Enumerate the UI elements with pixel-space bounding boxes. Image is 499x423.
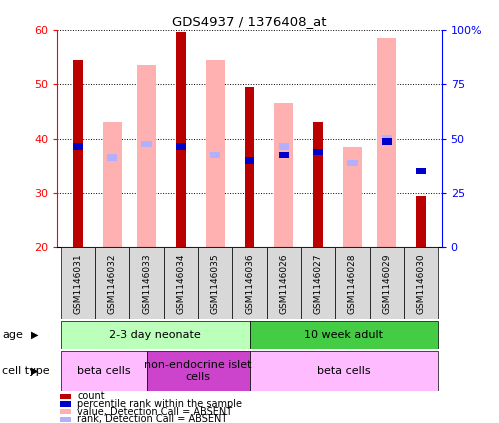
Text: GSM1146028: GSM1146028 <box>348 253 357 314</box>
Bar <box>176 143 186 150</box>
Bar <box>278 143 289 150</box>
Bar <box>176 32 186 247</box>
Text: non-endocrine islet
cells: non-endocrine islet cells <box>144 360 252 382</box>
Text: percentile rank within the sample: percentile rank within the sample <box>77 399 243 409</box>
Bar <box>245 87 254 247</box>
Bar <box>107 154 117 161</box>
Bar <box>103 122 122 247</box>
FancyBboxPatch shape <box>250 351 438 391</box>
Bar <box>141 141 152 147</box>
Bar <box>73 60 83 247</box>
FancyBboxPatch shape <box>61 321 250 349</box>
Text: GSM1146034: GSM1146034 <box>176 253 186 314</box>
Text: GSM1146030: GSM1146030 <box>417 253 426 314</box>
FancyBboxPatch shape <box>198 247 233 319</box>
Text: 2-3 day neonate: 2-3 day neonate <box>109 330 201 340</box>
FancyBboxPatch shape <box>95 247 129 319</box>
Bar <box>347 160 358 166</box>
FancyBboxPatch shape <box>301 247 335 319</box>
Text: GDS4937 / 1376408_at: GDS4937 / 1376408_at <box>172 15 327 28</box>
Bar <box>206 60 225 247</box>
Text: GSM1146026: GSM1146026 <box>279 253 288 314</box>
Text: cell type: cell type <box>2 366 50 376</box>
Text: GSM1146027: GSM1146027 <box>313 253 323 314</box>
Text: ▶: ▶ <box>31 366 39 376</box>
Bar <box>416 168 426 174</box>
Text: GSM1146032: GSM1146032 <box>108 253 117 314</box>
Bar <box>382 138 392 145</box>
Text: 10 week adult: 10 week adult <box>304 330 383 340</box>
FancyBboxPatch shape <box>61 247 95 319</box>
FancyBboxPatch shape <box>370 247 404 319</box>
Text: value, Detection Call = ABSENT: value, Detection Call = ABSENT <box>77 407 233 417</box>
Bar <box>245 157 254 164</box>
Text: count: count <box>77 391 105 401</box>
Bar <box>313 122 323 247</box>
Text: GSM1146035: GSM1146035 <box>211 253 220 314</box>
FancyBboxPatch shape <box>129 247 164 319</box>
FancyBboxPatch shape <box>250 321 438 349</box>
Text: GSM1146033: GSM1146033 <box>142 253 151 314</box>
Text: GSM1146036: GSM1146036 <box>245 253 254 314</box>
Text: age: age <box>2 330 23 340</box>
FancyBboxPatch shape <box>233 247 266 319</box>
Bar <box>274 103 293 247</box>
Bar <box>137 65 156 247</box>
FancyBboxPatch shape <box>335 247 370 319</box>
Bar <box>279 151 288 158</box>
Bar <box>73 143 83 150</box>
Text: GSM1146029: GSM1146029 <box>382 253 391 314</box>
FancyBboxPatch shape <box>147 351 250 391</box>
Bar <box>210 151 221 158</box>
Bar <box>377 38 396 247</box>
FancyBboxPatch shape <box>164 247 198 319</box>
Text: ▶: ▶ <box>31 330 39 340</box>
Bar <box>343 147 362 247</box>
Text: rank, Detection Call = ABSENT: rank, Detection Call = ABSENT <box>77 414 228 423</box>
Bar <box>382 135 392 142</box>
Text: GSM1146031: GSM1146031 <box>73 253 82 314</box>
Text: beta cells: beta cells <box>317 366 371 376</box>
Bar <box>416 196 426 247</box>
Text: beta cells: beta cells <box>77 366 131 376</box>
FancyBboxPatch shape <box>266 247 301 319</box>
FancyBboxPatch shape <box>404 247 438 319</box>
Bar <box>313 149 323 155</box>
FancyBboxPatch shape <box>61 351 147 391</box>
